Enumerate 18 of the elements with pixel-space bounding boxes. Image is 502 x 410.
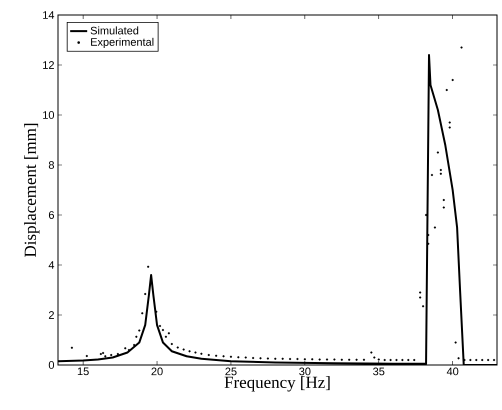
x-tick-label: 30: [299, 368, 310, 376]
y-tick-label: 10: [43, 111, 54, 119]
x-tick-label: 20: [151, 368, 163, 376]
legend-label: Experimental: [91, 38, 154, 48]
y-tick-label: 12: [43, 61, 54, 69]
y-tick-label: 0: [48, 361, 54, 369]
y-tick-label: 4: [48, 261, 54, 269]
y-tick-label: 14: [43, 11, 54, 19]
y-tick-label: 8: [48, 161, 54, 169]
x-tick-label: 40: [446, 368, 458, 376]
y-tick-label: 6: [48, 211, 54, 219]
legend-label: Simulated: [90, 26, 138, 34]
y-tick-label: 2: [48, 311, 54, 319]
x-tick-label: 15: [78, 368, 89, 376]
x-axis-title: Frequency [Hz]: [224, 376, 330, 392]
y-axis-title: Displacement [mm]: [24, 124, 40, 258]
x-tick-label: 25: [225, 368, 237, 376]
x-tick-label: 35: [373, 368, 384, 376]
